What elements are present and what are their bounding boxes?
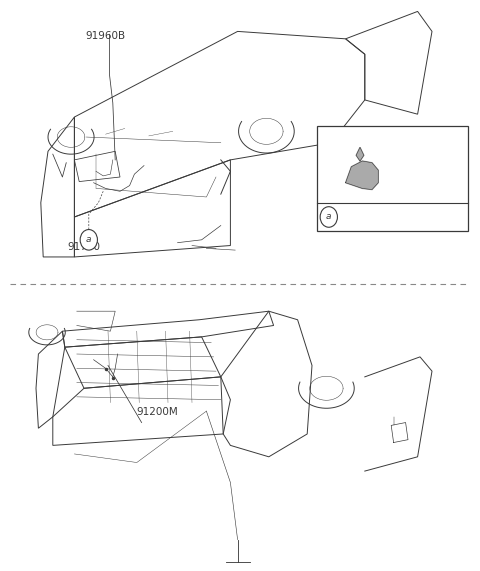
Text: a: a — [326, 212, 332, 222]
Circle shape — [320, 207, 337, 227]
Text: a: a — [86, 235, 92, 244]
Polygon shape — [356, 147, 364, 161]
Text: 91960B: 91960B — [85, 31, 126, 42]
Text: 91730: 91730 — [68, 242, 100, 252]
FancyBboxPatch shape — [317, 126, 468, 231]
Text: 91200M: 91200M — [137, 407, 179, 417]
Polygon shape — [346, 161, 378, 190]
Circle shape — [80, 230, 97, 250]
Text: 91942: 91942 — [360, 211, 397, 223]
